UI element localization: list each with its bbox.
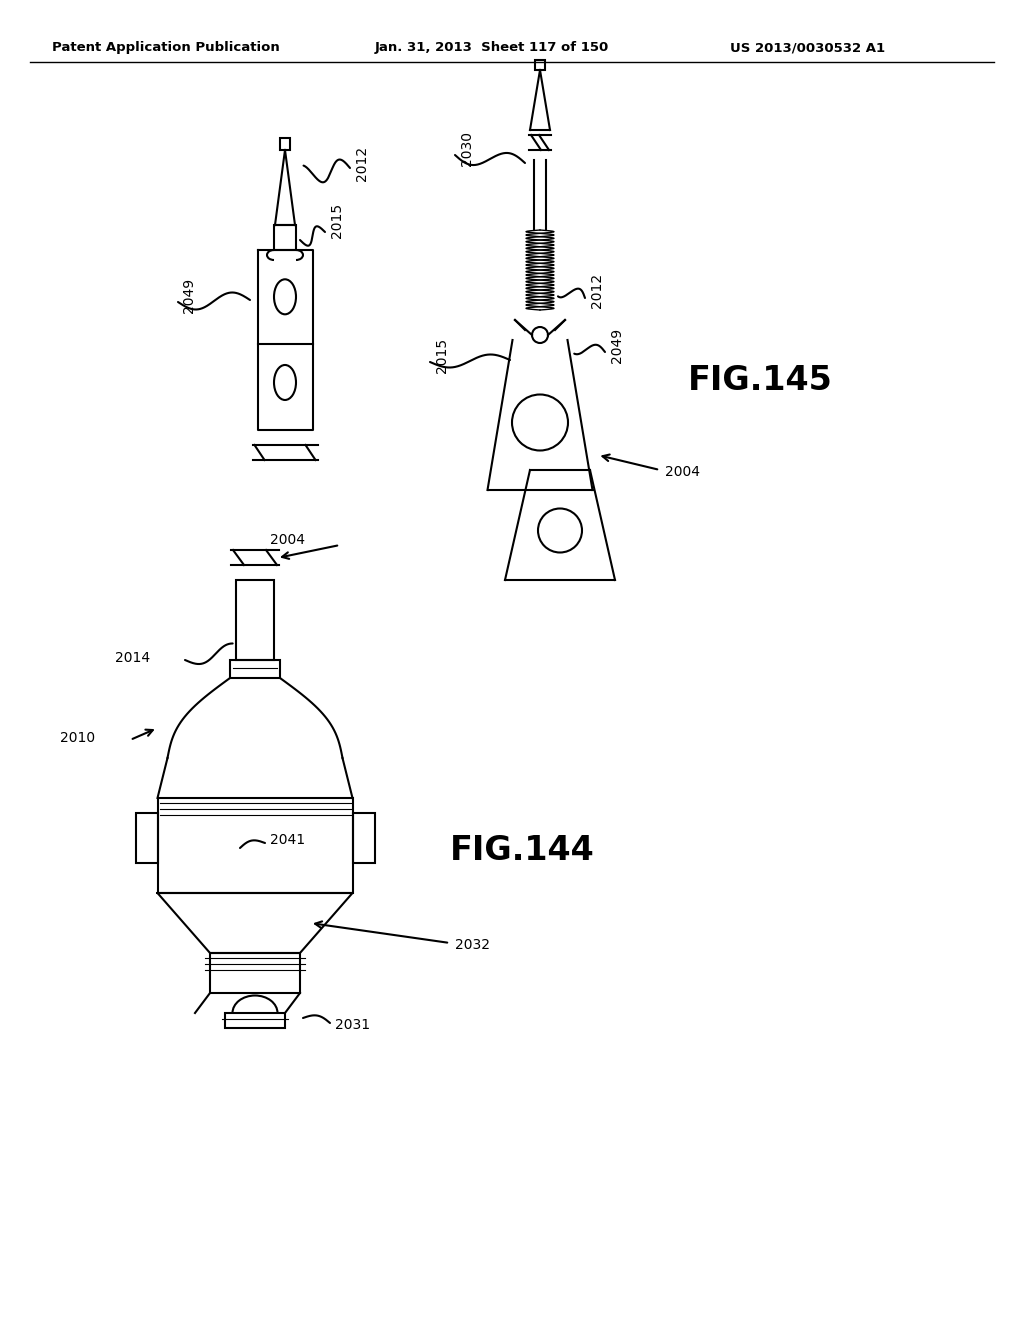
Text: 2031: 2031 [335, 1018, 370, 1032]
Text: 2012: 2012 [355, 145, 369, 181]
Bar [236, 579, 274, 660]
Bar [210, 953, 300, 993]
Text: 2012: 2012 [590, 272, 604, 308]
Bar [352, 813, 375, 863]
Text: 2015: 2015 [330, 202, 344, 238]
Bar [158, 799, 352, 894]
Text: 2004: 2004 [270, 533, 305, 546]
Text: Patent Application Publication: Patent Application Publication [52, 41, 280, 54]
Text: Jan. 31, 2013  Sheet 117 of 150: Jan. 31, 2013 Sheet 117 of 150 [375, 41, 609, 54]
Bar [230, 660, 280, 678]
Text: FIG.144: FIG.144 [450, 833, 595, 866]
Bar [535, 59, 545, 70]
Text: FIG.145: FIG.145 [688, 363, 833, 396]
Bar [135, 813, 158, 863]
Text: 2049: 2049 [610, 327, 624, 363]
Text: 2014: 2014 [115, 651, 151, 665]
Text: 2004: 2004 [665, 465, 700, 479]
Bar [274, 224, 296, 249]
Text: 2032: 2032 [455, 939, 490, 952]
Text: 2010: 2010 [60, 731, 95, 744]
Bar [225, 1012, 285, 1028]
Text: 2015: 2015 [435, 338, 449, 372]
Text: 2049: 2049 [182, 277, 196, 313]
Text: 2030: 2030 [460, 131, 474, 165]
Text: 2041: 2041 [270, 833, 305, 847]
Bar [280, 139, 290, 150]
Text: US 2013/0030532 A1: US 2013/0030532 A1 [730, 41, 885, 54]
